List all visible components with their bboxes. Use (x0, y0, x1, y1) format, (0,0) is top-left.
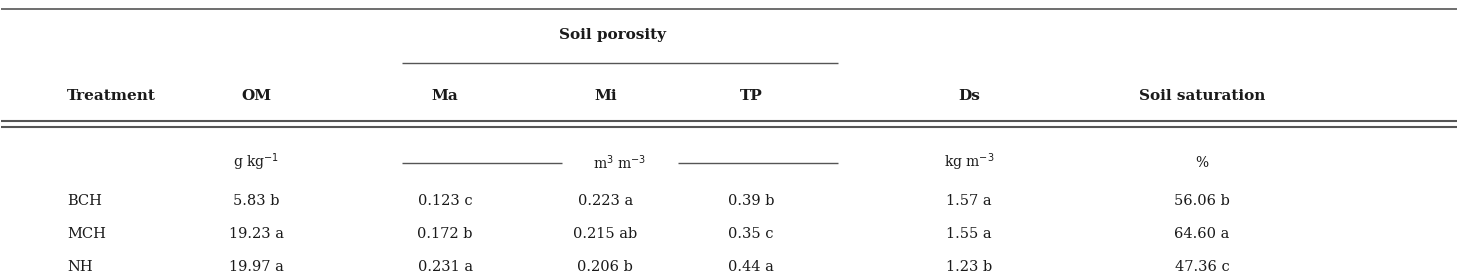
Text: BCH: BCH (67, 194, 102, 208)
Text: Soil porosity: Soil porosity (558, 27, 666, 42)
Text: Ma: Ma (432, 89, 459, 103)
Text: 19.97 a: 19.97 a (229, 260, 283, 272)
Text: 0.223 a: 0.223 a (577, 194, 633, 208)
Text: 1.23 b: 1.23 b (946, 260, 993, 272)
Text: kg m$^{-3}$: kg m$^{-3}$ (943, 152, 994, 174)
Text: 0.123 c: 0.123 c (418, 194, 472, 208)
Text: 5.83 b: 5.83 b (233, 194, 280, 208)
Text: %: % (1196, 156, 1209, 170)
Text: 47.36 c: 47.36 c (1175, 260, 1229, 272)
Text: 0.215 ab: 0.215 ab (573, 227, 637, 241)
Text: 64.60 a: 64.60 a (1174, 227, 1229, 241)
Text: 0.172 b: 0.172 b (417, 227, 472, 241)
Text: NH: NH (67, 260, 92, 272)
Text: g kg$^{-1}$: g kg$^{-1}$ (233, 152, 278, 174)
Text: 56.06 b: 56.06 b (1174, 194, 1231, 208)
Text: Mi: Mi (593, 89, 617, 103)
Text: 1.57 a: 1.57 a (946, 194, 991, 208)
Text: 1.55 a: 1.55 a (946, 227, 991, 241)
Text: 0.39 b: 0.39 b (728, 194, 774, 208)
Text: m$^3$ m$^{-3}$: m$^3$ m$^{-3}$ (593, 153, 646, 172)
Text: Ds: Ds (958, 89, 980, 103)
Text: OM: OM (241, 89, 271, 103)
Text: 0.206 b: 0.206 b (577, 260, 633, 272)
Text: 0.231 a: 0.231 a (417, 260, 472, 272)
Text: MCH: MCH (67, 227, 106, 241)
Text: 0.44 a: 0.44 a (728, 260, 774, 272)
Text: Soil saturation: Soil saturation (1139, 89, 1266, 103)
Text: TP: TP (739, 89, 763, 103)
Text: 19.23 a: 19.23 a (229, 227, 283, 241)
Text: 0.35 c: 0.35 c (728, 227, 774, 241)
Text: Treatment: Treatment (67, 89, 156, 103)
